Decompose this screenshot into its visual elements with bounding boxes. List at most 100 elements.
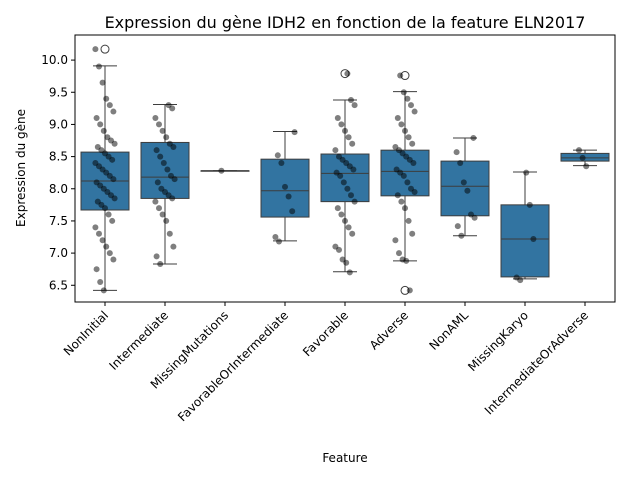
point — [394, 114, 401, 121]
point — [274, 152, 281, 159]
point — [285, 193, 292, 200]
x-tick-label: Intermediate — [106, 308, 171, 373]
x-axis-label: Feature — [322, 451, 367, 465]
point — [99, 79, 106, 86]
point — [338, 211, 345, 218]
point — [409, 230, 416, 237]
point — [93, 114, 100, 121]
point — [344, 70, 351, 77]
y-tick-label: 8.0 — [49, 182, 68, 196]
y-tick-label: 6.5 — [49, 278, 68, 292]
point — [160, 160, 167, 167]
point — [153, 253, 160, 260]
point — [102, 205, 108, 212]
chart-title: Expression du gène IDH2 en fonction de l… — [105, 13, 586, 32]
point — [348, 192, 354, 199]
point — [164, 166, 171, 173]
point — [157, 261, 164, 268]
point — [276, 238, 282, 245]
point — [411, 188, 418, 195]
point — [400, 172, 407, 179]
point — [351, 102, 358, 109]
point — [96, 63, 102, 70]
point — [109, 217, 116, 224]
point — [579, 154, 586, 161]
point — [97, 279, 104, 286]
point — [340, 179, 347, 186]
point — [111, 195, 118, 202]
point — [291, 129, 298, 136]
point — [402, 127, 408, 134]
point — [350, 166, 357, 173]
point — [471, 214, 478, 221]
point — [153, 147, 160, 154]
point — [93, 266, 100, 273]
point — [97, 121, 104, 128]
point — [400, 89, 407, 96]
point — [345, 224, 352, 231]
point — [332, 147, 339, 154]
point — [152, 198, 159, 205]
point — [458, 232, 465, 239]
x-tick-label: NonInitial — [61, 308, 111, 358]
point — [394, 192, 401, 199]
point — [409, 140, 416, 147]
point — [346, 269, 353, 276]
point — [344, 185, 351, 192]
point — [411, 108, 418, 115]
y-tick-label: 9.0 — [49, 117, 68, 131]
point — [157, 153, 164, 160]
point — [103, 243, 110, 250]
point — [342, 127, 348, 134]
point — [337, 172, 344, 179]
point — [92, 46, 99, 53]
x-tick-label: Favorable — [300, 308, 351, 359]
point — [405, 217, 412, 224]
y-tick-label: 7.5 — [49, 214, 68, 228]
point — [408, 102, 414, 109]
point — [156, 121, 162, 128]
point — [517, 277, 524, 284]
point — [453, 149, 460, 156]
point — [396, 250, 402, 257]
point — [110, 256, 117, 263]
point — [169, 105, 176, 112]
point — [171, 176, 178, 183]
point — [156, 205, 162, 212]
point — [334, 114, 341, 121]
point — [289, 208, 296, 215]
point — [404, 179, 411, 186]
point — [457, 160, 464, 167]
point — [349, 140, 356, 147]
point — [100, 287, 107, 294]
point — [398, 198, 405, 205]
point — [106, 250, 113, 257]
point — [99, 237, 106, 244]
point — [530, 235, 537, 242]
point — [460, 179, 467, 186]
point — [398, 121, 405, 128]
point — [163, 217, 170, 224]
point — [272, 234, 279, 241]
point — [100, 127, 107, 134]
point — [403, 257, 410, 264]
point — [154, 179, 161, 186]
point — [105, 211, 112, 218]
point — [464, 187, 471, 194]
point — [351, 198, 358, 205]
point — [576, 147, 582, 154]
point — [110, 108, 117, 115]
point — [583, 163, 590, 170]
x-tick-label: IntermediateOrAdverse — [482, 308, 591, 417]
point — [338, 121, 345, 128]
y-axis-label: Expression du gène — [14, 109, 28, 227]
point — [470, 134, 477, 141]
x-tick-label: NonAML — [426, 308, 471, 353]
x-tick-label: Adverse — [367, 308, 411, 352]
plot-frame — [74, 34, 616, 303]
y-tick-label: 7.0 — [49, 246, 68, 260]
point — [159, 211, 166, 218]
point — [166, 230, 173, 237]
point — [159, 127, 166, 134]
point — [110, 176, 117, 183]
